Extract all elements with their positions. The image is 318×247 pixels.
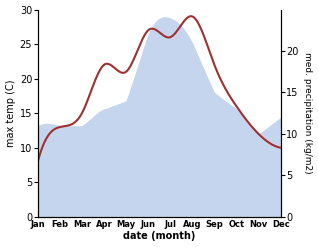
X-axis label: date (month): date (month) (123, 231, 195, 242)
Y-axis label: med. precipitation (kg/m2): med. precipitation (kg/m2) (303, 52, 313, 174)
Y-axis label: max temp (C): max temp (C) (5, 80, 16, 147)
